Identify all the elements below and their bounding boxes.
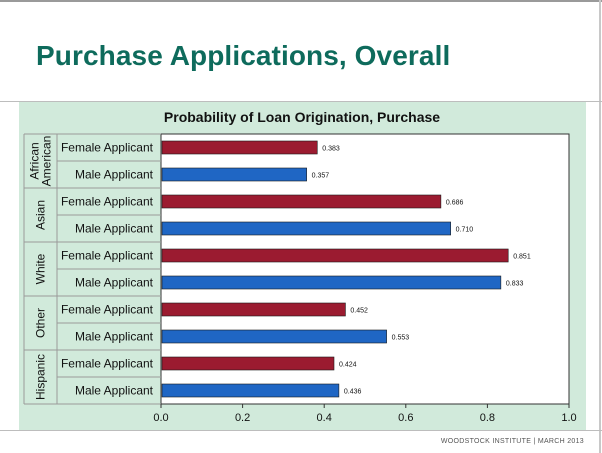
bar-female: [161, 194, 442, 209]
bar-male: [161, 221, 451, 236]
category-label: Female Applicant: [61, 195, 154, 209]
data-label: 0.710: [456, 227, 474, 234]
data-label: 0.452: [350, 308, 368, 315]
bar-female: [161, 302, 346, 317]
category-label: Male Applicant: [75, 330, 154, 344]
x-tick-label: 0.6: [398, 412, 413, 424]
data-label: 0.851: [513, 254, 531, 261]
category-label: Female Applicant: [61, 357, 154, 371]
group-label: Asian: [34, 200, 48, 230]
bar-male: [161, 383, 340, 398]
x-tick-label: 0.0: [153, 412, 168, 424]
data-label: 0.553: [392, 335, 410, 342]
footer-divider: [0, 430, 602, 431]
top-divider: [0, 0, 602, 2]
title-divider: [0, 101, 602, 102]
group-label: African: [28, 142, 42, 179]
x-tick-label: 0.8: [480, 412, 495, 424]
category-label: Male Applicant: [75, 384, 154, 398]
group-label: Hispanic: [34, 354, 48, 400]
group-label: American: [40, 136, 54, 187]
bar-female: [161, 248, 509, 263]
bar-female: [161, 356, 335, 371]
data-label: 0.833: [506, 281, 524, 288]
category-label: Female Applicant: [61, 141, 154, 155]
footer-credit: WOODSTOCK INSTITUTE | MARCH 2013: [440, 438, 584, 445]
right-edge-divider: [599, 0, 601, 453]
bar-male: [161, 167, 307, 182]
group-label: White: [34, 253, 48, 284]
category-label: Male Applicant: [75, 222, 154, 236]
category-label: Male Applicant: [75, 168, 154, 182]
data-label: 0.436: [344, 389, 362, 396]
category-label: Female Applicant: [61, 249, 154, 263]
bar-male: [161, 275, 502, 290]
x-tick-label: 0.2: [235, 412, 250, 424]
chart-title: Probability of Loan Origination, Purchas…: [164, 109, 440, 125]
bar-female: [161, 140, 318, 155]
x-tick-label: 0.4: [317, 412, 332, 424]
data-label: 0.383: [322, 146, 340, 153]
bar-male: [161, 329, 387, 344]
x-tick-label: 1.0: [561, 412, 576, 424]
category-label: Female Applicant: [61, 303, 154, 317]
data-label: 0.424: [339, 362, 357, 369]
data-label: 0.357: [312, 173, 330, 180]
data-label: 0.686: [446, 200, 464, 207]
group-label: Other: [34, 308, 48, 338]
slide-title: Purchase Applications, Overall: [36, 40, 451, 71]
category-label: Male Applicant: [75, 276, 154, 290]
